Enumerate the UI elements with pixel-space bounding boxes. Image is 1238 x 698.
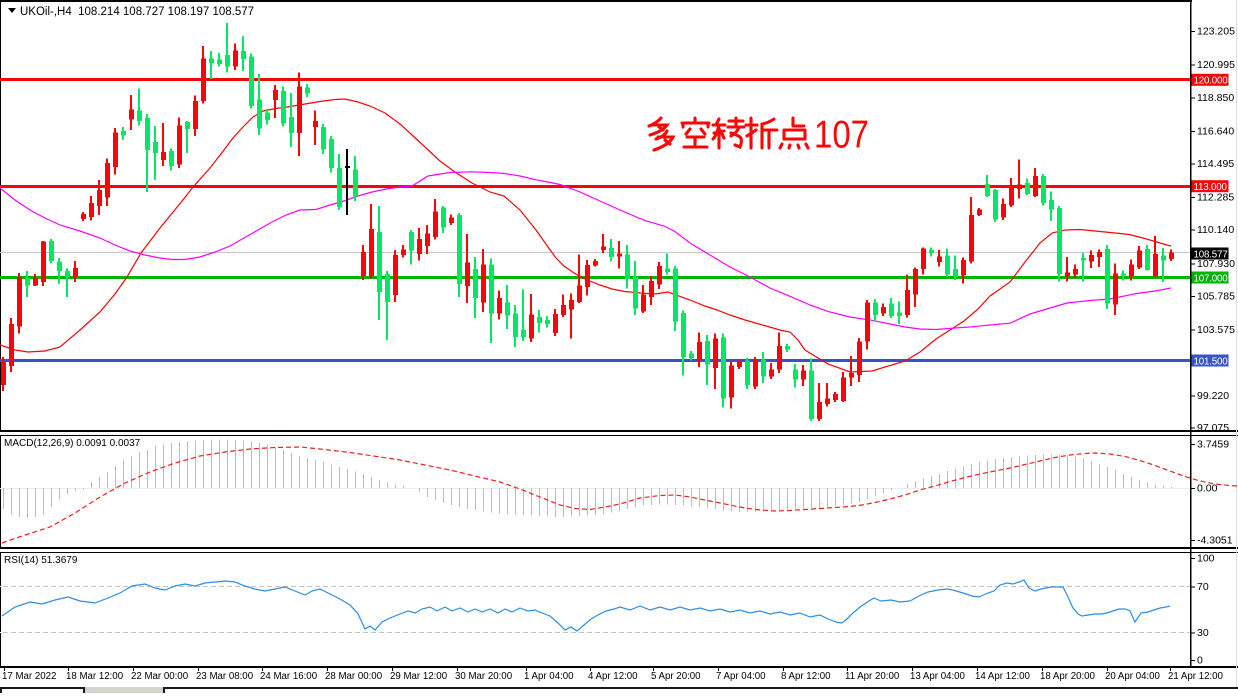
svg-text:105.785: 105.785 <box>1197 290 1235 302</box>
svg-text:99.220: 99.220 <box>1197 390 1229 402</box>
svg-text:120.000: 120.000 <box>1194 76 1229 87</box>
svg-text:-4.3051: -4.3051 <box>1197 535 1233 547</box>
svg-text:123.205: 123.205 <box>1197 26 1235 38</box>
svg-text:107.930: 107.930 <box>1197 258 1235 270</box>
svg-text:30 Mar 20:00: 30 Mar 20:00 <box>455 671 513 682</box>
svg-text:4 Apr 12:00: 4 Apr 12:00 <box>588 671 638 682</box>
svg-text:113.000: 113.000 <box>1194 182 1228 193</box>
svg-text:21 Apr 12:00: 21 Apr 12:00 <box>1168 671 1224 682</box>
svg-text:0.00: 0.00 <box>1197 483 1218 495</box>
svg-text:MACD(12,26,9) 0.0091 0.0037: MACD(12,26,9) 0.0091 0.0037 <box>4 438 141 449</box>
svg-text:110.140: 110.140 <box>1197 224 1234 236</box>
svg-text:103.575: 103.575 <box>1197 324 1235 336</box>
svg-text:RSI(14) 51.3679: RSI(14) 51.3679 <box>4 555 78 566</box>
svg-text:8 Apr 12:00: 8 Apr 12:00 <box>781 671 831 682</box>
svg-text:116.640: 116.640 <box>1197 125 1234 137</box>
svg-text:29 Mar 12:00: 29 Mar 12:00 <box>390 671 448 682</box>
svg-text:1 Apr 04:00: 1 Apr 04:00 <box>524 671 574 682</box>
svg-text:100: 100 <box>1197 553 1215 565</box>
svg-text:23 Mar 08:00: 23 Mar 08:00 <box>196 671 254 682</box>
svg-text:11 Apr 20:00: 11 Apr 20:00 <box>845 671 900 682</box>
svg-text:0: 0 <box>1197 655 1203 667</box>
svg-text:120.995: 120.995 <box>1197 59 1235 71</box>
svg-text:5 Apr 20:00: 5 Apr 20:00 <box>651 671 701 682</box>
svg-text:101.500: 101.500 <box>1194 356 1229 367</box>
svg-text:17 Mar 2022: 17 Mar 2022 <box>2 671 56 682</box>
svg-text:UKOil-,H4 108.214 108.727 108: UKOil-,H4 108.214 108.727 108.197 108.57… <box>20 6 254 18</box>
svg-text:108.577: 108.577 <box>1194 249 1228 260</box>
svg-text:24 Mar 16:00: 24 Mar 16:00 <box>260 671 318 682</box>
svg-text:30: 30 <box>1197 627 1209 639</box>
svg-text:3.7459: 3.7459 <box>1197 439 1229 451</box>
svg-text:118.850: 118.850 <box>1197 92 1234 104</box>
svg-text:97.075: 97.075 <box>1197 422 1229 434</box>
svg-text:18 Mar 12:00: 18 Mar 12:00 <box>66 671 124 682</box>
svg-text:70: 70 <box>1197 581 1209 593</box>
svg-text:114.495: 114.495 <box>1197 158 1234 170</box>
svg-text:107.000: 107.000 <box>1194 273 1229 284</box>
svg-text:14 Apr 12:00: 14 Apr 12:00 <box>975 671 1031 682</box>
svg-text:7 Apr 04:00: 7 Apr 04:00 <box>716 671 766 682</box>
svg-text:28 Mar 00:00: 28 Mar 00:00 <box>325 671 383 682</box>
svg-text:20 Apr 04:00: 20 Apr 04:00 <box>1105 671 1161 682</box>
svg-text:107: 107 <box>814 114 869 157</box>
svg-text:13 Apr 04:00: 13 Apr 04:00 <box>910 671 966 682</box>
svg-text:112.285: 112.285 <box>1197 192 1234 204</box>
svg-text:22 Mar 00:00: 22 Mar 00:00 <box>131 671 189 682</box>
svg-text:18 Apr 20:00: 18 Apr 20:00 <box>1040 671 1096 682</box>
